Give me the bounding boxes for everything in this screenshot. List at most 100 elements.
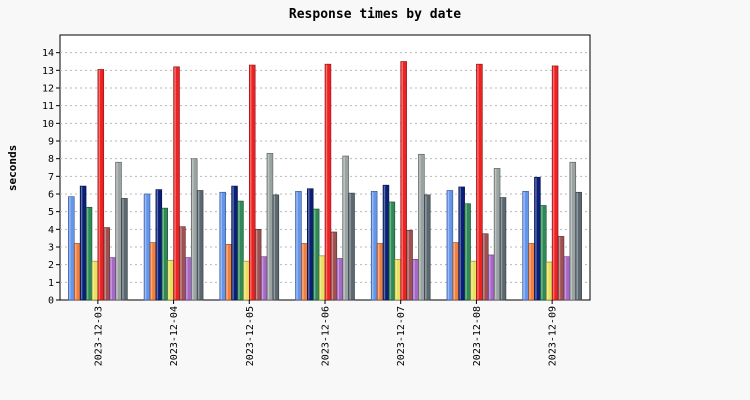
bar-highlight <box>162 208 164 300</box>
bar-highlight <box>174 67 176 300</box>
bar-highlight <box>192 159 194 300</box>
bar-highlight <box>110 258 112 300</box>
bar <box>324 63 332 301</box>
bar-highlight <box>86 207 89 300</box>
bar <box>272 194 280 301</box>
bar-highlight <box>319 256 322 300</box>
bar <box>464 203 471 301</box>
bar-highlight <box>80 186 83 300</box>
bar <box>237 200 244 301</box>
x-tick-label: 2023-12-08 <box>472 306 483 366</box>
bar-highlight <box>69 197 71 300</box>
x-tick-label: 2023-12-06 <box>321 306 332 366</box>
bar-highlight <box>419 154 421 300</box>
bar <box>476 63 483 301</box>
bar-group <box>143 66 204 301</box>
y-tick-label: 10 <box>42 119 54 130</box>
bar-highlight <box>349 193 351 300</box>
bar-group <box>522 65 582 301</box>
y-tick-label: 12 <box>42 84 54 95</box>
bar-highlight <box>186 258 188 300</box>
bar-highlight <box>238 201 240 300</box>
y-tick-label: 11 <box>42 101 54 112</box>
bar <box>400 61 407 301</box>
bar-highlight <box>535 177 537 300</box>
bar-highlight <box>75 243 77 300</box>
bar-highlight <box>156 190 159 300</box>
y-tick-label: 13 <box>42 66 54 77</box>
bar-group <box>446 63 507 301</box>
x-tick-label: 2023-12-03 <box>93 306 104 366</box>
bar-highlight <box>98 69 101 300</box>
y-tick-label: 3 <box>48 243 54 254</box>
bar-highlight <box>407 230 409 300</box>
bar-highlight <box>529 243 531 300</box>
bar-highlight <box>273 195 276 300</box>
x-tick-label: 2023-12-04 <box>169 306 180 366</box>
bar <box>85 206 93 301</box>
y-tick-label: 7 <box>48 172 54 183</box>
y-tick-label: 2 <box>48 260 54 271</box>
x-tick-label: 2023-12-09 <box>548 306 559 366</box>
bar-highlight <box>261 257 264 300</box>
bar-highlight <box>232 186 234 300</box>
bar-highlight <box>401 62 403 300</box>
bar-highlight <box>308 189 310 300</box>
bar <box>312 208 320 301</box>
bar-highlight <box>267 153 270 300</box>
bar-highlight <box>244 261 246 300</box>
bar-highlight <box>331 232 334 300</box>
bar-highlight <box>547 262 549 300</box>
bar-highlight <box>500 198 503 300</box>
bar-highlight <box>541 205 543 300</box>
bar-highlight <box>576 192 578 300</box>
bar-highlight <box>558 236 561 300</box>
y-tick-label: 5 <box>48 207 54 218</box>
bar-highlight <box>489 255 491 300</box>
y-tick-label: 8 <box>48 154 54 165</box>
x-tick-label: 2023-12-07 <box>396 306 407 366</box>
bar-group <box>295 63 355 301</box>
bar-highlight <box>296 191 298 300</box>
bar-highlight <box>523 191 525 300</box>
chart-title: Response times by date <box>289 7 461 22</box>
bar <box>388 201 396 301</box>
bar-highlight <box>197 190 200 300</box>
y-axis-label: seconds <box>6 145 19 191</box>
bar-highlight <box>465 204 467 300</box>
bar-highlight <box>570 162 573 300</box>
bar-highlight <box>168 260 170 300</box>
bar <box>97 69 105 301</box>
y-tick-label: 0 <box>48 296 54 307</box>
y-tick-label: 1 <box>48 278 54 289</box>
bar-highlight <box>395 259 398 300</box>
bar-highlight <box>383 185 386 300</box>
bar-highlight <box>389 202 392 300</box>
bar-highlight <box>337 258 339 300</box>
bar-highlight <box>250 65 252 300</box>
bar-highlight <box>116 162 118 300</box>
bar-highlight <box>92 261 95 300</box>
y-tick-label: 4 <box>48 225 54 236</box>
bars <box>68 61 582 301</box>
bar-highlight <box>104 228 106 300</box>
bar-highlight <box>325 64 328 300</box>
bar-highlight <box>150 243 153 300</box>
bar-highlight <box>255 229 258 300</box>
bar <box>575 191 582 301</box>
bar-group <box>370 61 431 301</box>
bar-highlight <box>180 227 182 300</box>
bar-highlight <box>302 243 304 300</box>
y-tick-label: 14 <box>42 48 54 59</box>
bar-highlight <box>122 198 124 300</box>
bar-group <box>68 69 128 301</box>
x-tick-label: 2023-12-05 <box>245 306 256 366</box>
y-tick-label: 6 <box>48 190 54 201</box>
bar-highlight <box>459 187 461 300</box>
bar-highlight <box>226 244 228 300</box>
x-axis-ticks: 2023-12-03 2023-12-04 2023-12-05 2023-12-06… <box>93 300 559 366</box>
bar <box>348 192 355 301</box>
bar-highlight <box>564 257 567 300</box>
